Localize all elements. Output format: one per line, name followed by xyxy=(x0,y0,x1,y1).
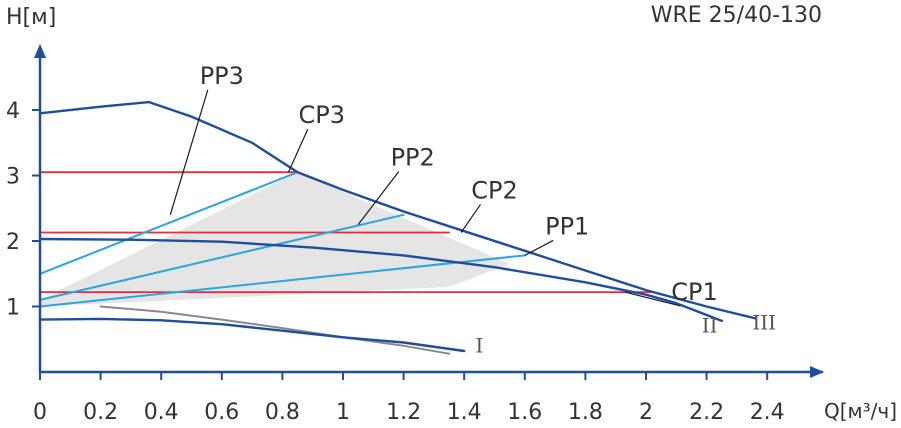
annotation-cp2: CP2 xyxy=(471,176,518,204)
axes-layer xyxy=(32,44,824,380)
x-tick-label: 0 xyxy=(33,400,47,425)
annotation-ii: II xyxy=(702,314,718,338)
annotation-cp3: CP3 xyxy=(299,101,346,129)
curves-layer xyxy=(38,100,757,355)
x-tick-label: 2.4 xyxy=(750,400,785,425)
x-axis-arrow xyxy=(810,366,824,378)
x-tick-label: 1 xyxy=(336,400,350,425)
annotation-cp1: CP1 xyxy=(671,278,718,306)
series-ii-line xyxy=(38,237,723,323)
annotation-leader-pp2 xyxy=(357,171,400,225)
y-axis-label: H[м] xyxy=(6,5,56,30)
x-tick-label: 0.2 xyxy=(83,400,118,425)
x-tick-label: 2.2 xyxy=(689,400,724,425)
x-tick-label: 0.6 xyxy=(204,400,239,425)
annotation-pp1: PP1 xyxy=(545,212,589,240)
y-tick-label: 4 xyxy=(6,99,20,124)
annotation-leader-cp3 xyxy=(287,128,309,173)
x-axis-label: Q[м³/ч] xyxy=(824,399,897,423)
annotation-pp2: PP2 xyxy=(391,144,435,172)
annotation-i: I xyxy=(475,333,483,357)
chart-title: WRE 25/40-130 xyxy=(651,3,822,28)
x-tick-label: 0.8 xyxy=(265,400,300,425)
series-iii-line xyxy=(38,100,757,320)
x-tick-label: 0.4 xyxy=(144,400,179,425)
y-axis-arrow xyxy=(34,44,46,58)
series-grey-line xyxy=(99,305,451,355)
labels-layer: WRE 25/40-130 H[м] Q[м³/ч] 0 0.2 0.4 0.6 0.8… xyxy=(6,3,897,425)
annotation-leader-pp3 xyxy=(169,89,209,215)
series-i-line xyxy=(38,317,466,353)
y-tick-label: 2 xyxy=(6,230,20,255)
annotation-iii: III xyxy=(752,310,776,334)
series-pp1-line xyxy=(39,254,526,308)
x-tick-label: 1.4 xyxy=(447,400,482,425)
annotation-leader-pp1 xyxy=(524,239,554,256)
series-pp2-line xyxy=(39,213,405,301)
y-tick-label: 1 xyxy=(6,296,20,321)
annotation-pp3: PP3 xyxy=(200,62,244,90)
x-tick-label: 2 xyxy=(639,400,653,425)
x-tick-label: 1.6 xyxy=(507,400,542,425)
series-pp3-line xyxy=(39,171,299,275)
annotation-leader-cp1 xyxy=(624,291,681,307)
y-tick-label: 3 xyxy=(6,165,20,190)
annotation-leader-cp2 xyxy=(460,204,481,233)
x-tick-label: 1.2 xyxy=(386,400,421,425)
x-tick-label: 1.8 xyxy=(568,400,603,425)
